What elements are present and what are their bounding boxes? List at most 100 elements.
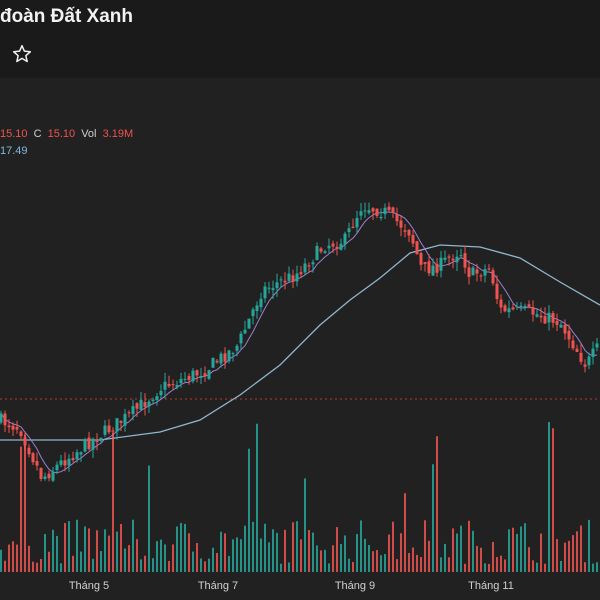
candle-body (87, 437, 91, 450)
volume-bar (236, 537, 238, 572)
candle-body (219, 353, 223, 364)
candle-body (243, 329, 247, 334)
close-label: C (33, 128, 42, 140)
candle-body (0, 413, 3, 423)
star-icon[interactable] (12, 44, 32, 64)
volume-bar (460, 525, 462, 572)
candle-body (511, 307, 515, 310)
candle-body (127, 412, 131, 414)
candle-body (299, 272, 303, 275)
volume-bar (556, 539, 558, 572)
candle-body (91, 438, 95, 450)
candle-body (207, 370, 211, 379)
candle-body (3, 413, 7, 426)
volume-bar (288, 562, 290, 572)
candle-body (83, 439, 87, 452)
volume-bar (508, 529, 510, 572)
volume-bar (76, 519, 78, 572)
candle-body (471, 267, 475, 276)
volume-bar (276, 532, 278, 572)
candle-body (347, 228, 351, 232)
candle-body (223, 353, 227, 362)
volume-bar (292, 522, 294, 572)
volume-bar (584, 562, 586, 572)
candle-body (551, 313, 555, 323)
candle-body (259, 298, 263, 308)
candle-body (295, 273, 299, 282)
volume-bar (244, 525, 246, 572)
volume-bar (420, 557, 422, 572)
volume-bar (36, 562, 38, 572)
volume-bar (264, 523, 266, 572)
candle-body (547, 312, 551, 323)
candle-body (267, 287, 271, 289)
volume-bar (24, 434, 26, 572)
candle-body (307, 265, 311, 267)
volume-bar (324, 549, 326, 572)
volume-bar (396, 559, 398, 572)
volume-bar (152, 558, 154, 572)
volume-bar (88, 528, 90, 572)
candle-body (99, 437, 103, 441)
candle-body (79, 452, 83, 455)
volume-bar (488, 563, 490, 572)
candle-body (399, 220, 403, 228)
volume-bar (64, 522, 66, 572)
volume-bar (456, 533, 458, 572)
candle-body (155, 396, 159, 401)
volume-bar (380, 555, 382, 572)
volume-bar (40, 558, 42, 572)
volume-bar (572, 535, 574, 572)
volume-bar (188, 533, 190, 572)
candle-body (163, 381, 167, 390)
candle-body (63, 460, 67, 466)
candle-body (211, 358, 215, 368)
volume-bar (500, 555, 502, 572)
candle-body (499, 299, 503, 308)
candle-body (111, 430, 115, 432)
volume-bar (96, 530, 98, 572)
volume-bar (540, 533, 542, 572)
candle-body (475, 269, 479, 274)
candle-body (543, 316, 547, 324)
candle-body (291, 275, 295, 282)
candle-body (463, 253, 467, 268)
volume-bar (72, 555, 74, 572)
volume-bar (552, 428, 554, 572)
candle-body (191, 370, 195, 382)
volume-bar (80, 551, 82, 572)
volume-bar (60, 563, 62, 572)
volume-bar (252, 521, 254, 572)
candle-body (23, 437, 27, 446)
candle-body (467, 267, 471, 277)
volume-bar (312, 532, 314, 572)
volume-bar (536, 562, 538, 572)
volume-bar (104, 529, 106, 572)
volume-bar (184, 523, 186, 572)
volume-bar (416, 554, 418, 572)
volume-bar (464, 563, 466, 572)
candle-body (47, 473, 51, 479)
volume-bar (468, 520, 470, 572)
volume-bar (356, 534, 358, 572)
candle-body (515, 306, 519, 308)
volume-bar (168, 560, 170, 572)
volume-bar (484, 563, 486, 572)
volume-bar (296, 521, 298, 572)
volume-bar (564, 542, 566, 572)
candle-body (203, 373, 207, 377)
candle-body (415, 241, 419, 255)
candle-body (483, 269, 487, 276)
volume-bar (228, 555, 230, 572)
candle-body (239, 333, 243, 344)
volume-bar (16, 544, 18, 572)
volume-bar (304, 478, 306, 572)
volume-bar (240, 539, 242, 572)
volume-bar (332, 545, 334, 572)
volume-bar (216, 552, 218, 572)
volume-bar (268, 542, 270, 572)
candle-body (71, 458, 75, 461)
candle-body (319, 248, 323, 252)
candle-body (571, 340, 575, 349)
